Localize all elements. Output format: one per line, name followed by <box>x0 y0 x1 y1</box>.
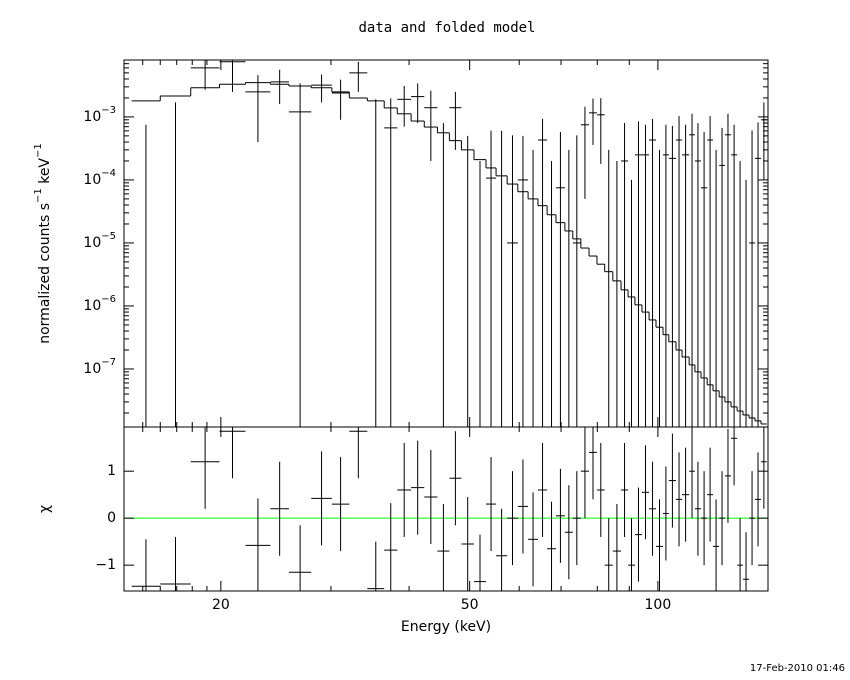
y-tick-exponent: −4 <box>101 168 116 179</box>
y-tick-label: 10−4 <box>83 168 116 188</box>
chart-title: data and folded model <box>358 20 535 36</box>
y-tick-label: 10−3 <box>83 105 116 125</box>
y-axis-label-sup: −1 <box>33 143 44 158</box>
plot-area <box>124 427 768 591</box>
y-tick-base: 10 <box>83 361 101 377</box>
x-tick-label: 100 <box>645 597 672 613</box>
footer-date: 17-Feb-2010 01:46 <box>750 663 845 674</box>
y-axis-label: χ <box>37 505 53 513</box>
y-axis-label-part: keV <box>37 158 53 189</box>
x-axis-label: Energy (keV) <box>401 619 491 635</box>
y-tick-exponent: −5 <box>101 231 116 242</box>
y-tick-label: 10−5 <box>83 231 116 251</box>
y-tick-base: 10 <box>83 172 101 188</box>
y-tick-base: −1 <box>95 557 116 573</box>
y-tick-label: 10−6 <box>83 294 116 314</box>
y-tick-label: 10−7 <box>83 357 116 377</box>
y-tick-exponent: −3 <box>101 105 116 116</box>
y-tick-label: −1 <box>95 557 116 573</box>
y-axis-label: normalized counts s−1 keV−1 <box>33 143 53 344</box>
frame <box>123 426 769 592</box>
x-tick-label: 50 <box>461 597 479 613</box>
y-tick-base: 10 <box>83 109 101 125</box>
x-tick-label: 20 <box>212 597 230 613</box>
y-tick-label: 0 <box>107 510 116 526</box>
y-tick-base: 10 <box>83 298 101 314</box>
y-tick-exponent: −6 <box>101 294 116 305</box>
plot-area <box>131 60 767 427</box>
y-tick-exponent: −7 <box>101 357 116 368</box>
y-tick-label: 1 <box>107 463 116 479</box>
y-tick-base: 10 <box>83 235 101 251</box>
frame <box>123 59 769 428</box>
y-axis-label-part: χ <box>37 505 53 513</box>
y-axis-label-part: normalized counts s <box>37 203 53 344</box>
y-axis-label-sup: −1 <box>33 188 44 203</box>
